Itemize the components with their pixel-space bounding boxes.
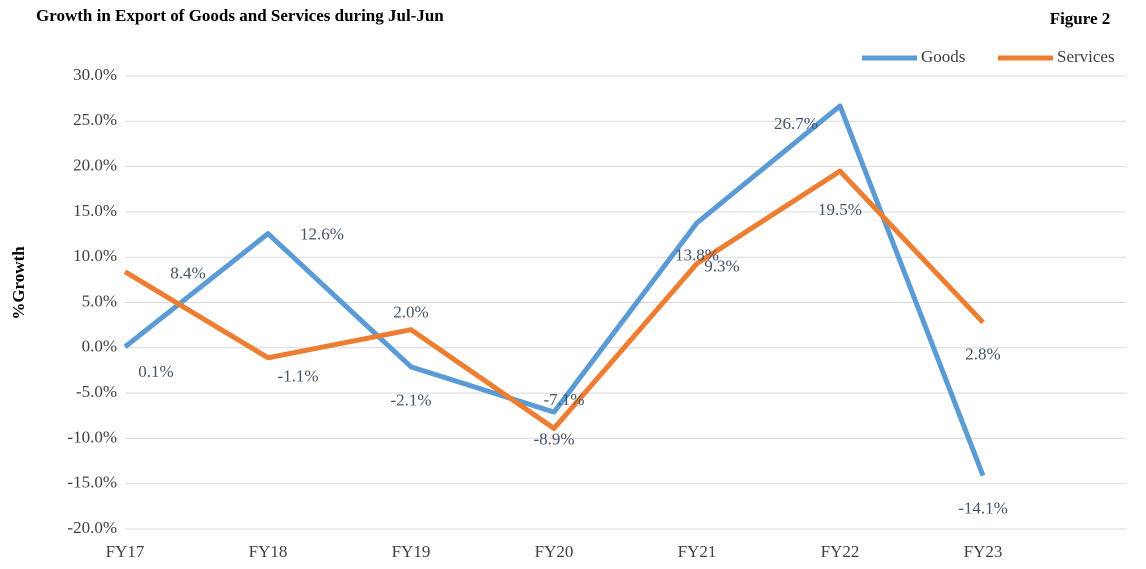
data-label: 12.6% [300, 225, 344, 244]
x-tick-label: FY20 [535, 542, 574, 561]
data-label: -2.1% [390, 391, 431, 410]
y-axis-label: %Growth [9, 246, 28, 320]
x-tick-label: FY23 [964, 542, 1003, 561]
y-tick-label: 0.0% [82, 337, 117, 356]
data-label: 2.8% [965, 344, 1000, 363]
y-tick-label: 25.0% [73, 110, 117, 129]
chart-title: Growth in Export of Goods and Services d… [36, 6, 444, 25]
x-tick-label: FY18 [249, 542, 288, 561]
y-tick-label: -20.0% [67, 518, 117, 537]
data-label: -7.1% [543, 390, 584, 409]
y-tick-label: -15.0% [67, 473, 117, 492]
y-tick-label: 5.0% [82, 291, 117, 310]
data-label: 8.4% [170, 264, 205, 283]
x-tick-label: FY21 [678, 542, 717, 561]
legend-label: Goods [921, 47, 965, 66]
x-tick-label: FY17 [106, 542, 145, 561]
y-tick-label: 10.0% [73, 246, 117, 265]
data-label: 2.0% [393, 303, 428, 322]
data-label: -1.1% [277, 367, 318, 386]
data-label: -8.9% [533, 429, 574, 448]
y-tick-label: 20.0% [73, 156, 117, 175]
data-label: 0.1% [138, 362, 173, 381]
x-tick-label: FY19 [392, 542, 431, 561]
x-tick-label: FY22 [821, 542, 860, 561]
y-tick-label: -5.0% [76, 382, 117, 401]
data-label: 9.3% [704, 256, 739, 275]
y-tick-label: -10.0% [67, 427, 117, 446]
figure-label: Figure 2 [1050, 9, 1111, 28]
y-tick-label: 30.0% [73, 65, 117, 84]
y-tick-label: 15.0% [73, 201, 117, 220]
line-series [123, 168, 985, 431]
data-label: 13.8% [675, 246, 719, 265]
data-label: 19.5% [818, 200, 862, 219]
data-label: -14.1% [958, 498, 1008, 517]
data-label: 26.7% [774, 114, 818, 133]
legend-label: Services [1057, 47, 1115, 66]
line-series [123, 103, 986, 477]
